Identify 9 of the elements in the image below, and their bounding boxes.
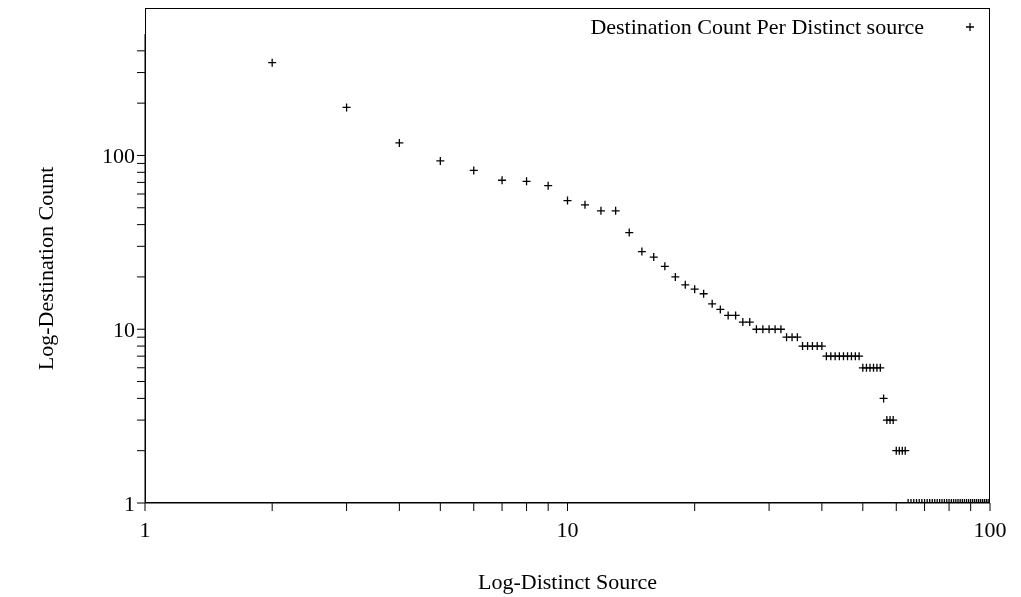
y-tick-label: 1 — [124, 490, 135, 516]
x-tick-label: 100 — [973, 516, 1007, 542]
y-axis-title: Log-Destination Count — [32, 166, 58, 371]
x-tick-label: 10 — [556, 516, 579, 542]
legend-label: Destination Count Per Distinct source — [590, 14, 924, 40]
x-tick-label: 1 — [139, 516, 151, 542]
x-axis-title: Log-Distinct Source — [477, 569, 658, 594]
y-tick-label: 10 — [113, 317, 135, 343]
y-tick-label: 100 — [102, 143, 135, 169]
